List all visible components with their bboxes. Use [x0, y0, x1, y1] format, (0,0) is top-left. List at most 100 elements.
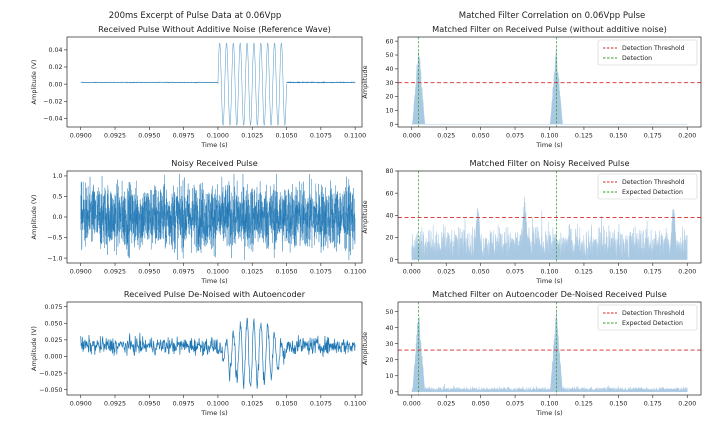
y-axis-label: Amplitude [361, 200, 369, 233]
x-tick-label: 0.1100 [344, 401, 366, 408]
x-tick-label: 0.100 [540, 401, 558, 408]
legend-label: Detection Threshold [622, 45, 685, 52]
x-axis-label: Time (s) [535, 141, 562, 149]
x-axis-label: Time (s) [200, 277, 227, 285]
series-line [80, 81, 219, 84]
legend: Detection Threshold Expected Detection [597, 173, 698, 200]
y-tick-label: 0 [389, 389, 393, 396]
x-tick-label: 0.000 [403, 401, 421, 408]
y-tick-label: 60 [385, 190, 393, 197]
y-tick-label: −1.0 [47, 255, 62, 262]
y-tick-label: 0.04 [48, 47, 62, 54]
correlation-area [411, 311, 688, 393]
plot-frame [397, 36, 702, 128]
y-tick-label: 30 [385, 341, 393, 348]
y-axis-label: Amplitude (V) [30, 326, 38, 371]
y-tick-label: 10 [385, 108, 393, 115]
plot-frame [397, 170, 702, 264]
y-tick-label: 50 [385, 52, 393, 59]
x-tick-label: 0.1025 [241, 133, 263, 140]
x-tick-label: 0.0925 [104, 133, 126, 140]
chart-title: Received Pulse De-Noised with Autoencode… [124, 289, 306, 299]
series-line [217, 42, 287, 126]
y-tick-label: 50 [385, 309, 393, 316]
y-tick-label: −0.5 [47, 235, 62, 242]
x-tick-label: 0.1000 [207, 269, 229, 276]
y-axis-label: Amplitude [361, 332, 369, 365]
y-tick-label: −0.050 [39, 387, 62, 394]
x-tick-label: 0.200 [678, 401, 696, 408]
plot-frame [397, 301, 702, 396]
x-tick-label: 0.050 [472, 401, 490, 408]
y-tick-label: 0 [389, 121, 393, 128]
plot-frame [66, 36, 363, 128]
y-tick-label: 0.075 [44, 304, 62, 311]
legend-label: Expected Detection [622, 320, 683, 327]
chart-title: Received Pulse Without Additive Noise (R… [98, 24, 331, 34]
x-tick-label: 0.150 [609, 401, 627, 408]
y-tick-label: 1.0 [52, 173, 62, 180]
legend-label: Detection Threshold [622, 179, 685, 186]
x-tick-label: 0.100 [540, 133, 558, 140]
x-axis-label: Time (s) [535, 277, 562, 285]
x-tick-label: 0.200 [678, 269, 696, 276]
x-tick-label: 0.0925 [104, 401, 126, 408]
x-tick-label: 0.175 [644, 269, 662, 276]
x-tick-label: 0.1050 [276, 133, 298, 140]
y-tick-label: 40 [385, 66, 393, 73]
x-tick-label: 0.075 [506, 269, 524, 276]
left-figure-title: 200ms Excerpt of Pulse Data at 0.06Vpp [108, 11, 282, 21]
x-tick-label: 0.075 [506, 133, 524, 140]
series-line [80, 317, 356, 390]
x-tick-label: 0.1075 [310, 269, 332, 276]
legend-label: Expected Detection [622, 189, 683, 196]
legend-label: Detection [622, 55, 652, 62]
x-tick-label: 0.1000 [207, 401, 229, 408]
y-tick-label: −0.025 [39, 370, 62, 377]
y-tick-label: 0.000 [44, 354, 62, 361]
chart-title: Matched Filter on Autoencoder De-Noised … [432, 289, 667, 299]
x-tick-label: 0.150 [609, 269, 627, 276]
x-tick-label: 0.125 [575, 269, 593, 276]
x-tick-label: 0.175 [644, 401, 662, 408]
correlation-area [411, 196, 688, 260]
x-tick-label: 0.0950 [138, 133, 160, 140]
y-tick-label: 0 [389, 257, 393, 264]
x-tick-label: 0.1050 [276, 269, 298, 276]
chart-denoised_pulse: Received Pulse De-Noised with Autoencode… [30, 289, 366, 417]
x-tick-label: 0.0975 [173, 401, 195, 408]
y-tick-label: 10 [385, 373, 393, 380]
legend-label: Detection Threshold [622, 310, 685, 317]
y-tick-label: 0.02 [48, 64, 62, 71]
x-axis-label: Time (s) [200, 409, 227, 417]
y-tick-label: 20 [385, 94, 393, 101]
y-axis-label: Amplitude (V) [30, 60, 38, 105]
chart-mf_noisy: Matched Filter on Noisy Received Pulse 0.… [361, 158, 702, 285]
chart-mf_denoised: Matched Filter on Autoencoder De-Noised … [361, 289, 702, 417]
x-tick-label: 0.025 [437, 269, 455, 276]
x-tick-label: 0.1000 [207, 133, 229, 140]
x-tick-label: 0.1050 [276, 401, 298, 408]
x-axis-label: Time (s) [200, 141, 227, 149]
x-tick-label: 0.000 [403, 269, 421, 276]
x-tick-label: 0.000 [403, 133, 421, 140]
y-tick-label: 20 [385, 357, 393, 364]
x-tick-label: 0.1025 [241, 269, 263, 276]
y-axis-label: Amplitude [361, 65, 369, 98]
x-tick-label: 0.125 [575, 401, 593, 408]
x-tick-label: 0.0925 [104, 269, 126, 276]
plot-frame [66, 301, 363, 396]
x-tick-label: 0.0975 [173, 133, 195, 140]
series-line [80, 173, 356, 261]
x-tick-label: 0.0975 [173, 269, 195, 276]
x-tick-label: 0.125 [575, 133, 593, 140]
y-tick-label: 80 [385, 168, 393, 175]
chart-title: Matched Filter on Noisy Received Pulse [469, 158, 629, 168]
x-tick-label: 0.0900 [70, 133, 92, 140]
chart-clean_pulse: Received Pulse Without Additive Noise (R… [30, 24, 366, 149]
y-tick-label: 40 [385, 325, 393, 332]
y-tick-label: 0.5 [52, 194, 62, 201]
y-tick-label: 0.025 [44, 337, 62, 344]
chart-mf_clean: Matched Filter on Received Pulse (withou… [361, 24, 702, 149]
